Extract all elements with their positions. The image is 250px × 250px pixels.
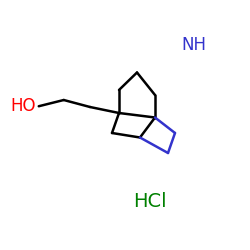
Text: NH: NH <box>181 36 206 54</box>
Text: HCl: HCl <box>133 192 167 211</box>
Text: HO: HO <box>10 97 36 115</box>
